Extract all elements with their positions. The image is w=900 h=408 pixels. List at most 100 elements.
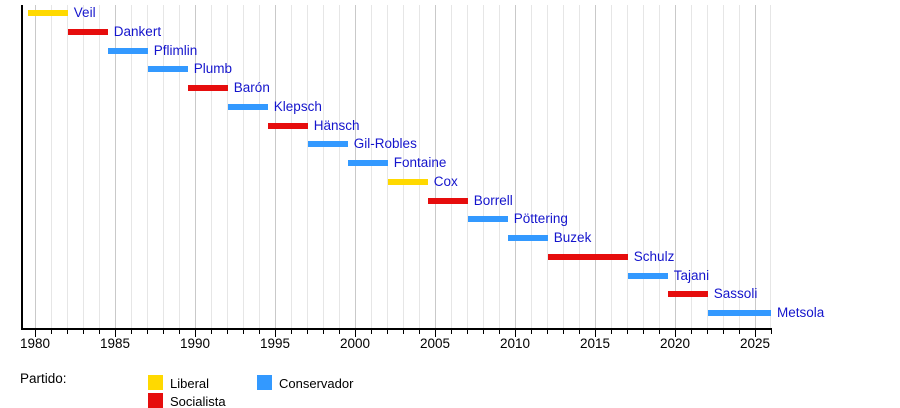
gridline-2006 (451, 5, 452, 328)
axis-tick-1994 (259, 330, 260, 334)
gridline-1988 (163, 5, 164, 328)
axis-tick-2003 (403, 330, 404, 334)
bar-label-fontaine: Fontaine (393, 155, 447, 170)
y-axis-line (21, 5, 24, 330)
gridline-1983 (83, 5, 84, 328)
gridline-2020 (675, 5, 676, 328)
gridline-2022 (707, 5, 708, 328)
axis-tick-2004 (419, 330, 420, 334)
axis-tick-2010 (515, 330, 516, 337)
timeline-bar-tajani (627, 272, 668, 279)
timeline-bar-buzek (507, 235, 548, 241)
gridline-2003 (403, 5, 404, 328)
axis-tick-2017 (627, 330, 628, 334)
axis-tick-2021 (691, 330, 692, 334)
axis-tick-2001 (371, 330, 372, 334)
axis-tick-1984 (99, 330, 100, 334)
gridline-2019 (659, 5, 660, 328)
gridline-2023 (723, 5, 724, 328)
axis-tick-2011 (531, 330, 532, 334)
gridline-1994 (259, 5, 260, 328)
bar-label-tajani: Tajani (673, 267, 710, 283)
gridline-2004 (419, 5, 420, 328)
bar-label-borrell: Borrell (473, 192, 513, 208)
timeline-bar-barón (187, 85, 228, 91)
bar-label-plumb: Plumb (193, 61, 233, 77)
gridline-2008 (483, 5, 484, 328)
legend-swatch-liberal (148, 375, 163, 390)
bar-label-cox: Cox (433, 173, 458, 189)
axis-tick-2000 (355, 330, 356, 337)
gridline-1995 (275, 5, 276, 328)
gridline-2017 (627, 5, 628, 328)
gridline-2021 (691, 5, 692, 328)
gridline-2009 (499, 5, 500, 328)
gridline-2001 (371, 5, 372, 328)
legend-label: Socialista (170, 394, 226, 408)
bar-label-klepsch: Klepsch (273, 98, 322, 114)
gridline-2002 (387, 5, 388, 328)
axis-tick-2015 (595, 330, 596, 337)
x-axis-line (21, 328, 772, 330)
gridline-1990 (195, 5, 196, 328)
gridline-2010 (515, 5, 516, 328)
bar-label-veil: Veil (73, 5, 96, 20)
legend-label: Conservador (279, 376, 354, 391)
gridline-2016 (611, 5, 612, 328)
gridline-2012 (547, 5, 548, 328)
axis-tick-1988 (163, 330, 164, 334)
timeline-bar-cox (387, 178, 428, 185)
gridline-2005 (435, 5, 436, 328)
gridline-1998 (323, 5, 324, 328)
legend-swatch-conservador (257, 375, 272, 390)
axis-tick-1993 (243, 330, 244, 334)
axis-tick-2025 (755, 330, 756, 337)
gridline-2015 (595, 5, 596, 328)
axis-tick-label-2010: 2010 (499, 336, 531, 351)
axis-tick-label-2025: 2025 (739, 336, 771, 351)
axis-tick-2019 (659, 330, 660, 334)
timeline-bar-pöttering (467, 216, 508, 223)
axis-tick-2018 (643, 330, 644, 334)
gridline-1999 (339, 5, 340, 328)
axis-tick-label-2020: 2020 (659, 336, 691, 351)
axis-tick-1996 (291, 330, 292, 334)
gridline-1987 (147, 5, 148, 328)
axis-tick-2016 (611, 330, 612, 334)
axis-tick-2002 (387, 330, 388, 334)
axis-tick-label-1990: 1990 (179, 336, 211, 351)
axis-tick-2007 (467, 330, 468, 334)
timeline-bar-pflimlin (107, 47, 148, 54)
axis-tick-2024 (739, 330, 740, 334)
axis-tick-1999 (339, 330, 340, 334)
gridline-2000 (355, 5, 356, 328)
gridline-2011 (531, 5, 532, 328)
bar-label-pöttering: Pöttering (513, 211, 568, 227)
bar-label-sassoli: Sassoli (713, 286, 758, 302)
axis-tick-2008 (483, 330, 484, 334)
timeline-bar-gil-robles (307, 141, 348, 148)
gridline-2026 (770, 5, 771, 328)
gridline-1981 (51, 5, 52, 328)
axis-tick-2012 (547, 330, 548, 334)
gridline-2025 (755, 5, 756, 328)
axis-tick-1997 (307, 330, 308, 334)
axis-tick-1995 (275, 330, 276, 337)
axis-tick-label-2000: 2000 (339, 336, 371, 351)
gridline-1989 (179, 5, 180, 328)
axis-tick-1986 (131, 330, 132, 334)
axis-tick-label-1985: 1985 (99, 336, 131, 351)
gridline-1991 (211, 5, 212, 328)
axis-tick-1987 (147, 330, 148, 334)
legend-title: Partido: (20, 371, 67, 386)
timeline-bar-metsola (707, 310, 771, 316)
axis-end-tick (771, 330, 772, 334)
timeline-bar-hänsch (267, 122, 308, 129)
axis-tick-2006 (451, 330, 452, 334)
axis-tick-1981 (51, 330, 52, 334)
axis-tick-1998 (323, 330, 324, 334)
axis-tick-1992 (227, 330, 228, 334)
axis-tick-label-1995: 1995 (259, 336, 291, 351)
timeline-bar-dankert (67, 28, 108, 35)
